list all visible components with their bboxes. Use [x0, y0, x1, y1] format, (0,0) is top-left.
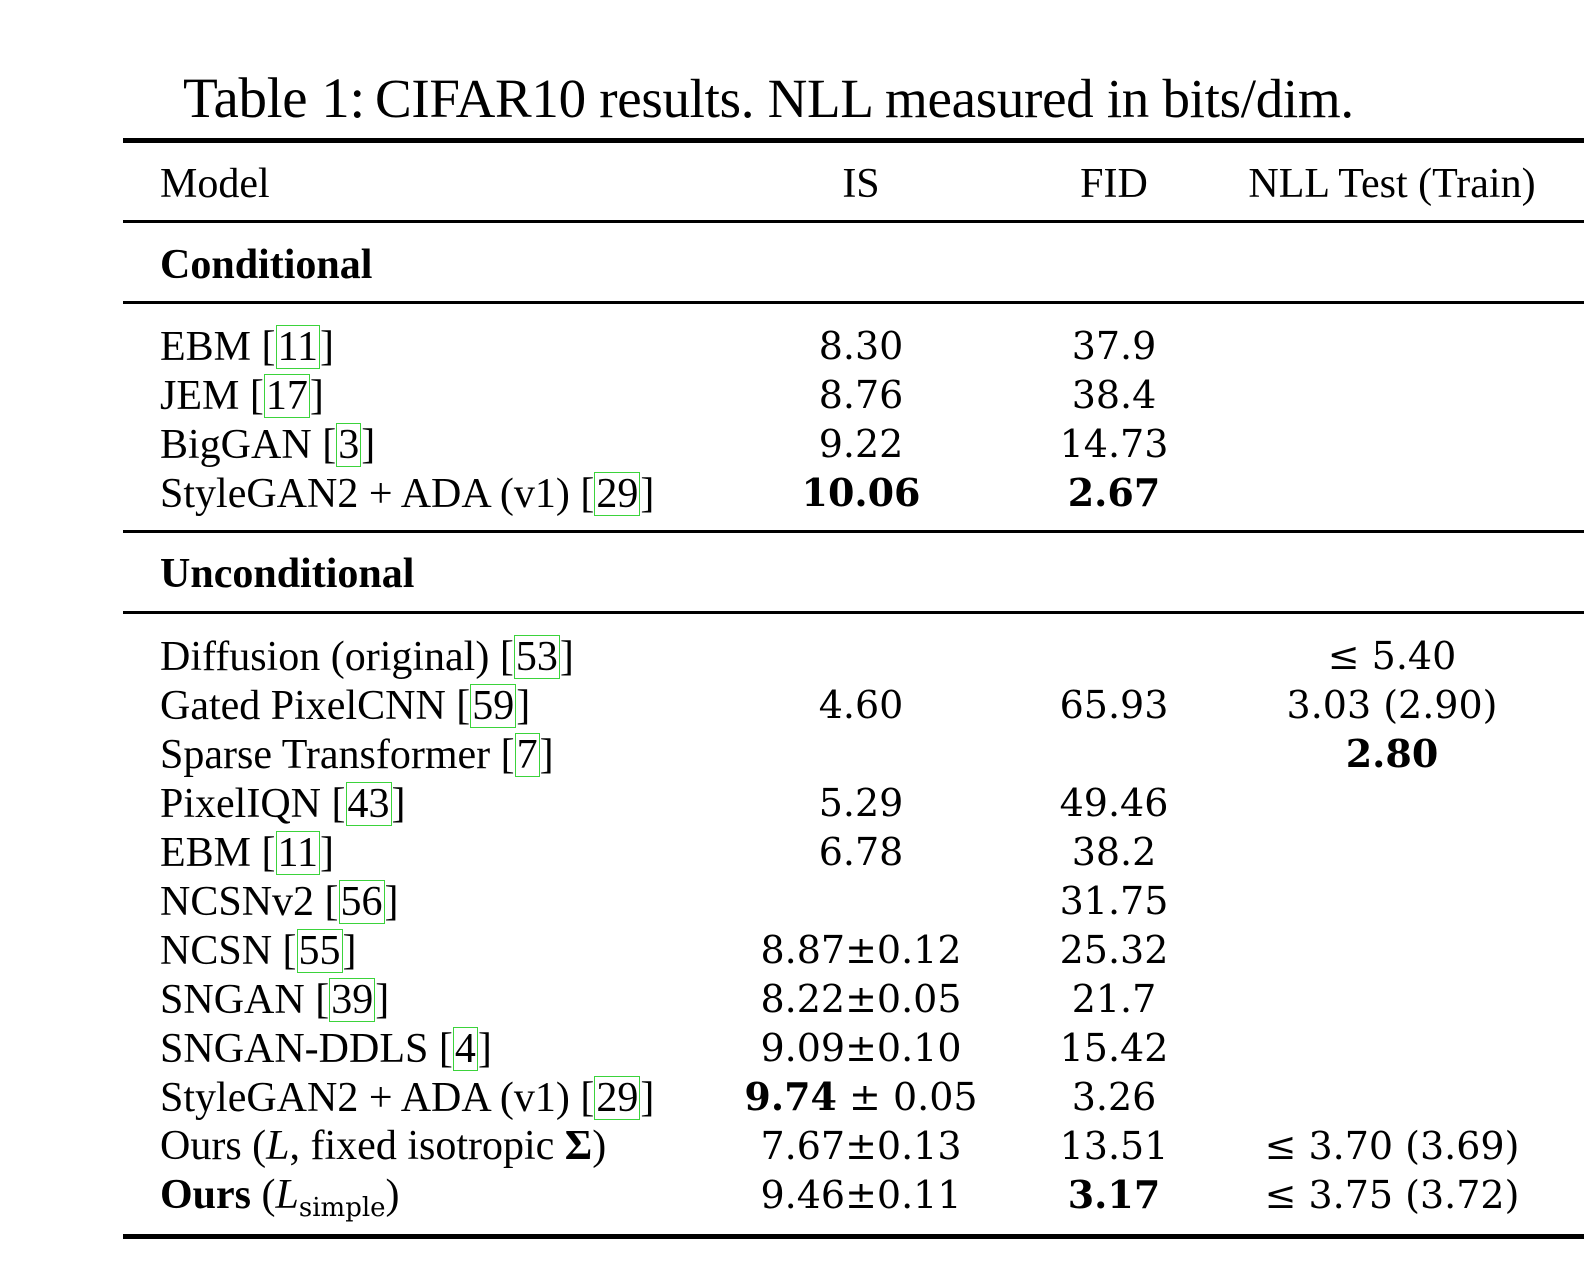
citation-link[interactable]: 7 [514, 732, 540, 778]
table-cell-fid: 13.51 [1059, 1124, 1169, 1168]
table-cell-is: 8.76 [818, 373, 904, 417]
table-row-model: SNGAN-DDLS [4] [160, 1026, 492, 1072]
header-nll: NLL Test (Train) [1248, 161, 1536, 207]
citation-link[interactable]: 39 [329, 977, 376, 1023]
table-cell-fid: 3.17 [1067, 1172, 1161, 1217]
table-cell-fid: 31.75 [1059, 879, 1169, 923]
table-row-model: Diffusion (original) [53] [160, 634, 574, 680]
table-cell-fid: 15.42 [1059, 1026, 1169, 1070]
table-row-model: EBM [11] [160, 830, 334, 876]
table-cell-fid: 25.32 [1059, 928, 1169, 972]
citation-link[interactable]: 53 [513, 634, 560, 680]
citation-link[interactable]: 11 [275, 830, 320, 876]
table-cell-nll: ≤ 3.75 (3.72) [1264, 1173, 1520, 1217]
bottom-rule [123, 1234, 1584, 1239]
table-row-model: Sparse Transformer [7] [160, 732, 554, 778]
top-rule [123, 138, 1584, 143]
table-cell-fid: 65.93 [1059, 683, 1169, 727]
table-cell-fid: 3.26 [1071, 1075, 1157, 1119]
table-cell-nll: ≤ 5.40 [1327, 634, 1457, 678]
header-model: Model [160, 161, 270, 207]
unconditional-rule [123, 611, 1584, 614]
table-cell-is: 10.06 [801, 470, 921, 515]
table-cell-is: 8.30 [818, 324, 904, 368]
conditional-rule [123, 301, 1584, 304]
header-rule [123, 220, 1584, 223]
table-cell-nll: 2.80 [1345, 731, 1439, 776]
section-unconditional: Unconditional [160, 551, 415, 597]
citation-link[interactable]: 59 [470, 683, 517, 729]
citation-link[interactable]: 17 [263, 373, 310, 419]
table-caption-label: Table 1: [183, 67, 365, 130]
table-cell-fid: 38.4 [1071, 373, 1157, 417]
table-caption-text: CIFAR10 results. NLL measured in bits/di… [374, 68, 1354, 129]
table-row-model: Gated PixelCNN [59] [160, 683, 531, 729]
table-row-model: NCSN [55] [160, 928, 357, 974]
citation-link[interactable]: 29 [594, 1075, 641, 1121]
section-rule [123, 530, 1584, 533]
citation-link[interactable]: 11 [275, 324, 320, 370]
header-is: IS [842, 161, 880, 207]
table-cell-fid: 2.67 [1067, 470, 1161, 515]
citation-link[interactable]: 55 [296, 928, 343, 974]
table-row-model: JEM [17] [160, 373, 324, 419]
table-cell-is: 9.09±0.10 [760, 1026, 962, 1070]
table-caption: Table 1: CIFAR10 results. NLL measured in… [183, 66, 1354, 131]
citation-link[interactable]: 3 [336, 422, 362, 468]
table-row-ours-fixed: Ours (L, fixed isotropic Σ) [160, 1123, 607, 1169]
table-row-model: StyleGAN2 + ADA (v1) [29] [160, 1075, 655, 1121]
table-cell-is: 7.67±0.13 [760, 1124, 962, 1168]
table-cell-is: 8.87±0.12 [760, 928, 962, 972]
header-fid: FID [1080, 161, 1148, 207]
table-cell-is: 9.74 ± 0.05 [744, 1074, 978, 1119]
table-row-model: NCSNv2 [56] [160, 879, 399, 925]
citation-link[interactable]: 43 [345, 781, 392, 827]
table-cell-fid: 21.7 [1071, 977, 1157, 1021]
table-row-ours-simple: Ours (Lsimple) [160, 1172, 400, 1223]
table-cell-is: 9.22 [818, 422, 904, 466]
table-cell-nll: 3.03 (2.90) [1286, 683, 1498, 727]
table-cell-fid: 37.9 [1071, 324, 1157, 368]
table-cell-is: 9.46±0.11 [760, 1173, 962, 1217]
citation-link[interactable]: 4 [452, 1026, 478, 1072]
table-cell-is: 5.29 [818, 781, 904, 825]
table-row-model: SNGAN [39] [160, 977, 390, 1023]
table-row-model: StyleGAN2 + ADA (v1) [29] [160, 471, 655, 517]
table-row-model: EBM [11] [160, 324, 334, 370]
table-row-model: BigGAN [3] [160, 422, 376, 468]
citation-link[interactable]: 56 [338, 879, 385, 925]
table-cell-fid: 14.73 [1059, 422, 1169, 466]
table-cell-fid: 49.46 [1059, 781, 1169, 825]
table-cell-is: 4.60 [818, 683, 904, 727]
citation-link[interactable]: 29 [594, 471, 641, 517]
table-row-model: PixelIQN [43] [160, 781, 406, 827]
table-cell-fid: 38.2 [1071, 830, 1157, 874]
section-conditional: Conditional [160, 242, 373, 288]
table-cell-is: 6.78 [818, 830, 904, 874]
table-cell-is: 8.22±0.05 [760, 977, 962, 1021]
table-cell-nll: ≤ 3.70 (3.69) [1264, 1124, 1520, 1168]
